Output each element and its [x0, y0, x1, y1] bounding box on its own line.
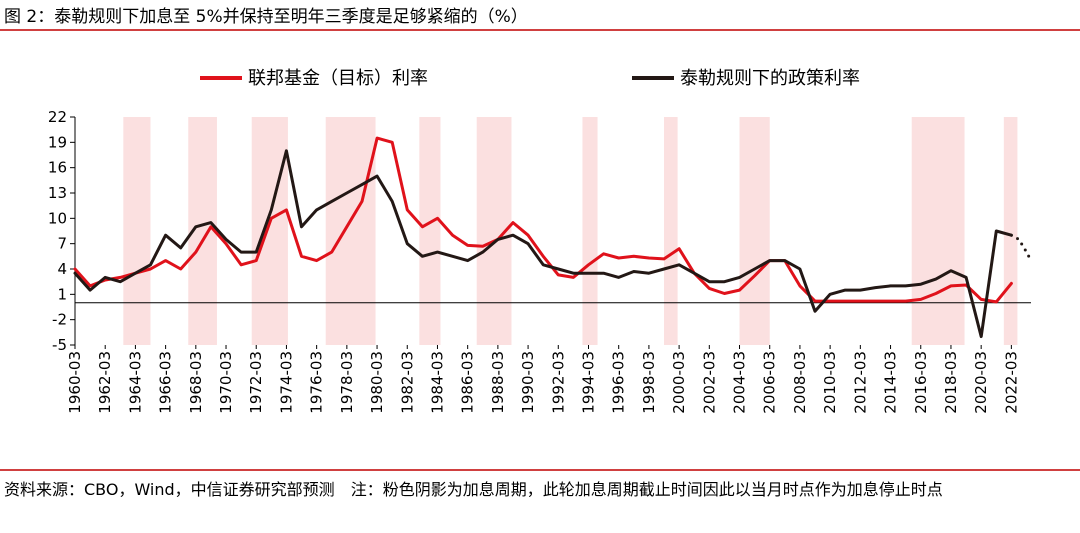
y-tick-label: -2: [52, 311, 67, 329]
x-tick-label: 2014-03: [882, 351, 900, 414]
x-tick-label: 1968-03: [187, 351, 205, 414]
x-tick-label: 1986-03: [459, 351, 477, 414]
hike-period: [123, 117, 151, 345]
hike-period: [739, 117, 770, 345]
x-tick-label: 1976-03: [308, 351, 326, 414]
y-tick-label: 19: [48, 133, 67, 151]
x-tick-label: 1998-03: [640, 351, 658, 414]
hike-period: [1003, 117, 1018, 345]
x-tick-label: 1984-03: [428, 351, 446, 414]
legend-label: 联邦基金（目标）利率: [248, 68, 428, 89]
x-tick-label: 2004-03: [731, 351, 749, 414]
x-tick-label: 2000-03: [670, 351, 688, 414]
hike-period: [664, 117, 678, 345]
x-tick-label: 2016-03: [912, 351, 930, 414]
x-tick-label: 2002-03: [700, 351, 718, 414]
hike-period: [419, 117, 441, 345]
x-tick-label: 1966-03: [157, 351, 175, 414]
x-tick-label: 2018-03: [942, 351, 960, 414]
x-tick-label: 1996-03: [610, 351, 628, 414]
series-line: [73, 136, 1013, 304]
x-tick-label: 1992-03: [549, 351, 567, 414]
x-tick-label: 2010-03: [821, 351, 839, 414]
source: 资料来源：CBO，Wind，中信证券研究部预测: [4, 480, 335, 499]
hike-period: [325, 117, 376, 345]
hike-period: [251, 117, 288, 345]
hike-period: [911, 117, 965, 345]
x-tick-label: 1994-03: [579, 351, 597, 414]
x-tick-label: 1972-03: [247, 351, 265, 414]
x-tick-label: 1980-03: [368, 351, 386, 414]
footnote: 资料来源：CBO，Wind，中信证券研究部预测 注：粉色阴影为加息周期，此轮加息…: [4, 476, 1076, 503]
y-tick-label: 1: [57, 285, 67, 303]
note: 注：粉色阴影为加息周期，此轮加息周期截止时间因此以当月时点作为加息停止时点: [350, 480, 943, 499]
series-line: [1009, 233, 1033, 263]
x-tick-label: 1982-03: [398, 351, 416, 414]
x-tick-label: 1974-03: [277, 351, 295, 414]
y-tick-label: 16: [48, 159, 67, 177]
x-tick-label: 2008-03: [791, 351, 809, 414]
x-tick-label: 2022-03: [1002, 351, 1020, 414]
legend-label: 泰勒规则下的政策利率: [680, 68, 860, 89]
chart-title: 图 2：泰勒规则下加息至 5%并保持至明年三季度是足够紧缩的（%）: [4, 7, 528, 27]
x-tick-label: 1970-03: [217, 351, 235, 414]
x-tick-label: 1960-03: [66, 351, 84, 414]
y-tick-label: 13: [48, 184, 67, 202]
x-tick-label: 2012-03: [851, 351, 869, 414]
y-tick-label: 10: [48, 209, 67, 227]
series-line: [73, 149, 1013, 339]
y-tick-label: 7: [57, 235, 67, 253]
y-tick-label: 4: [57, 260, 67, 278]
x-tick-label: 2006-03: [761, 351, 779, 414]
x-tick-label: 1978-03: [338, 351, 356, 414]
hike-period: [582, 117, 598, 345]
x-tick-label: 1988-03: [489, 351, 507, 414]
y-tick-label: -5: [52, 336, 67, 354]
y-tick-label: 22: [48, 108, 67, 126]
x-tick-label: 2020-03: [972, 351, 990, 414]
x-tick-label: 1962-03: [96, 351, 114, 414]
x-tick-label: 1964-03: [126, 351, 144, 414]
x-tick-label: 1990-03: [519, 351, 537, 414]
